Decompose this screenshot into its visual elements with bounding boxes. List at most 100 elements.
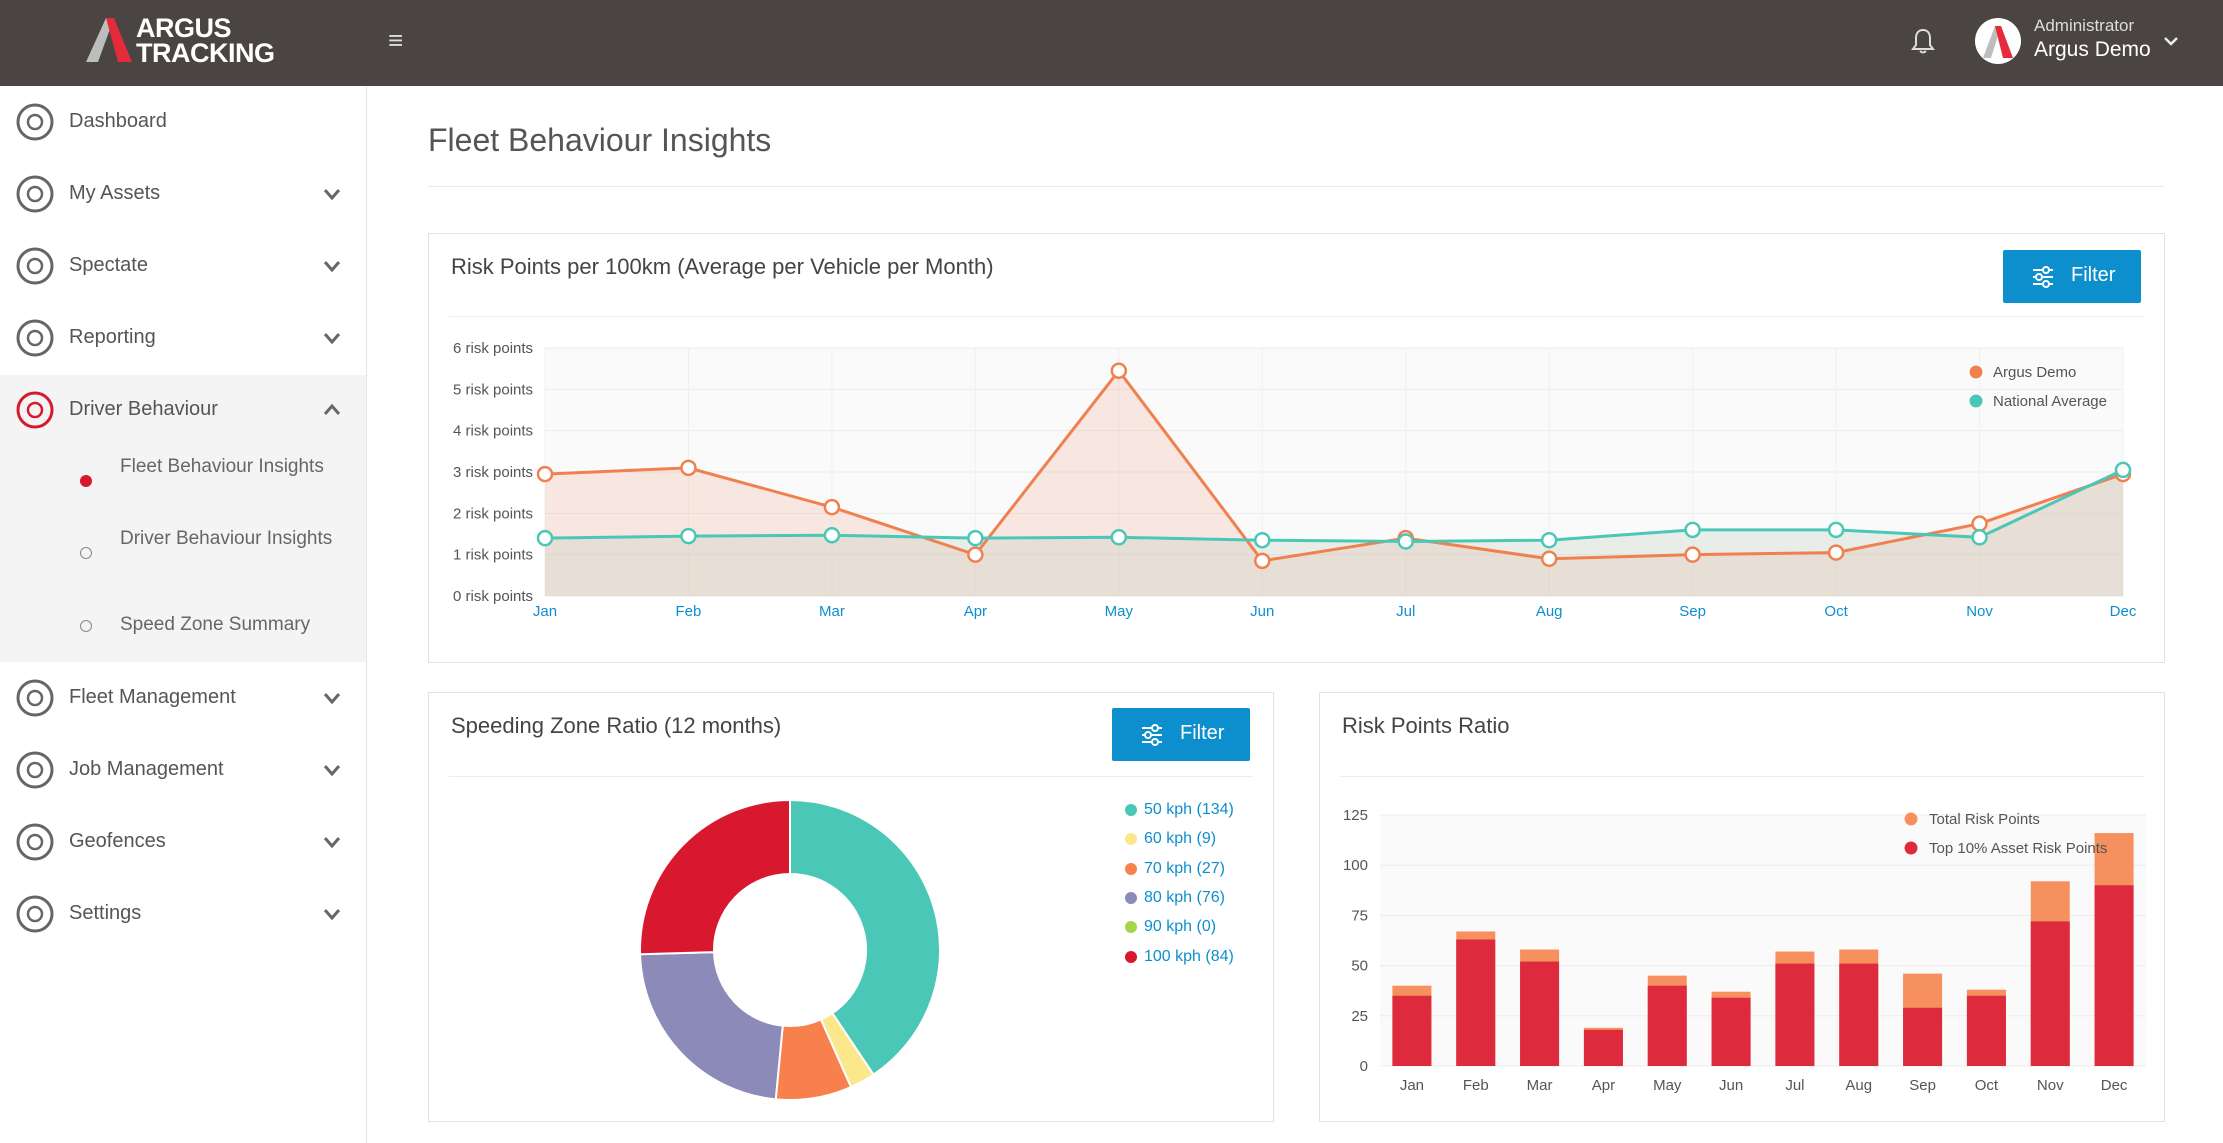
data-point[interactable]: [2114, 461, 2132, 479]
donut-legend-item[interactable]: 70 kph (27): [1124, 860, 1244, 880]
submenu-item-fleet-behaviour-insights[interactable]: Fleet Behaviour Insights: [70, 452, 360, 516]
data-point[interactable]: [823, 498, 841, 516]
data-point[interactable]: [680, 459, 697, 477]
legend-swatch: [1903, 840, 1919, 856]
chevron-down-icon[interactable]: [322, 184, 342, 204]
chevron-down-icon[interactable]: [322, 760, 342, 780]
bar-top10[interactable]: [1839, 963, 1879, 1066]
y-tick-label: 6 risk points: [453, 340, 533, 357]
chevron-down-icon[interactable]: [322, 688, 342, 708]
chevron-down-icon[interactable]: [322, 904, 342, 924]
bar-top10[interactable]: [1456, 939, 1496, 1066]
x-tick-label: Nov: [2037, 1077, 2064, 1094]
x-tick-label: Jan: [533, 603, 557, 620]
sidebar-item-geofences[interactable]: Geofences: [0, 806, 366, 878]
fleet-icon: [16, 679, 54, 717]
legend-label: 50 kph (134): [1144, 801, 1234, 818]
bar-top10[interactable]: [1711, 997, 1751, 1066]
legend-swatch: [1124, 832, 1138, 847]
y-tick-label: 50: [1351, 958, 1368, 975]
data-point[interactable]: [1827, 521, 1845, 539]
data-point[interactable]: [680, 527, 697, 545]
donut-legend-item[interactable]: 100 kph (84): [1124, 948, 1244, 968]
argus-logo-mark: [86, 18, 132, 62]
x-tick-label: Dec: [2110, 603, 2137, 620]
data-point[interactable]: [1540, 550, 1558, 568]
data-point[interactable]: [1254, 531, 1271, 549]
chevron-up-icon[interactable]: [322, 400, 342, 420]
speeding-zone-card: Speeding Zone Ratio (12 months) Filter 5…: [428, 692, 1274, 1122]
x-tick-label: Aug: [1536, 603, 1563, 620]
donut-slice[interactable]: [639, 951, 784, 1101]
donut-legend-item[interactable]: 60 kph (9): [1124, 830, 1244, 850]
briefcase-icon: [16, 751, 54, 789]
risk-points-line-chart: 0 risk points 1 risk points 2 risk points 3…: [453, 340, 2137, 620]
driver-behaviour-submenu: [0, 375, 366, 662]
reporting-icon: [16, 319, 54, 357]
series-area: [545, 469, 2123, 596]
data-point[interactable]: [823, 526, 841, 544]
chevron-down-icon[interactable]: [322, 832, 342, 852]
sidebar-item-driver-behaviour[interactable]: Driver Behaviour: [0, 374, 366, 446]
sidebar-item-spectate[interactable]: Spectate: [0, 230, 366, 302]
bar-top10[interactable]: [2030, 921, 2070, 1066]
bar-top10[interactable]: [2094, 885, 2134, 1066]
x-tick-label: Aug: [1845, 1077, 1872, 1094]
bar-top10[interactable]: [1583, 1029, 1623, 1066]
legend-label: 90 kph (0): [1144, 918, 1217, 936]
bar-top10[interactable]: [1520, 961, 1560, 1066]
risk-points-ratio-bar-chart: 0 25 50 75 100 125 Jan Feb Mar Apr May Jun Jul Aug Sep…: [1343, 807, 2146, 1094]
user-name[interactable]: Argus Demo: [2034, 38, 2151, 61]
legend-swatch: [1903, 811, 1919, 827]
sidebar-item-job-management[interactable]: Job Management: [0, 734, 366, 806]
bar-top10[interactable]: [1966, 995, 2006, 1066]
bar-top10[interactable]: [1647, 985, 1687, 1066]
data-point[interactable]: [967, 529, 984, 547]
data-point[interactable]: [1110, 362, 1128, 379]
sidebar-item-settings[interactable]: Settings: [0, 878, 366, 950]
y-tick-label: 5 risk points: [453, 381, 533, 398]
sidebar-item-my-assets[interactable]: My Assets: [0, 158, 366, 230]
donut-legend-item[interactable]: 50 kph (134): [1124, 801, 1244, 821]
x-tick-label: May: [1105, 603, 1134, 620]
x-tick-label: Oct: [1975, 1077, 1999, 1094]
data-point[interactable]: [1110, 529, 1128, 546]
chevron-down-icon[interactable]: [322, 256, 342, 276]
data-point[interactable]: [1684, 546, 1701, 563]
donut-legend-item[interactable]: 90 kph (0): [1124, 918, 1244, 938]
donut-slice[interactable]: [789, 798, 941, 1077]
data-point[interactable]: [536, 465, 554, 483]
data-point[interactable]: [967, 546, 984, 563]
bell-icon[interactable]: [1910, 26, 1936, 56]
y-tick-label: 4 risk points: [453, 423, 533, 440]
sidebar-item-fleet-management[interactable]: Fleet Management: [0, 662, 366, 734]
argus-logo[interactable]: ARGUS TRACKING: [84, 14, 284, 72]
chevron-down-icon[interactable]: [2160, 30, 2182, 52]
sidebar-item-reporting[interactable]: Reporting: [0, 302, 366, 374]
sidebar-item-dashboard[interactable]: Dashboard: [0, 86, 366, 158]
donut-slice[interactable]: [639, 798, 791, 956]
bar-top10[interactable]: [1392, 995, 1432, 1066]
bar-top10[interactable]: [1775, 963, 1815, 1066]
data-point[interactable]: [536, 529, 554, 547]
data-point[interactable]: [1971, 515, 1988, 532]
data-point[interactable]: [1540, 531, 1558, 549]
hamburger-menu-icon[interactable]: ≡: [388, 25, 404, 55]
dashboard-icon: [16, 103, 54, 141]
risk-points-filter-button[interactable]: Filter: [2003, 250, 2141, 303]
bar-top10[interactable]: [1903, 1007, 1943, 1066]
submenu-item-speed-zone-summary[interactable]: Speed Zone Summary: [70, 610, 360, 674]
x-tick-label: Jun: [1719, 1077, 1743, 1094]
data-point[interactable]: [1827, 544, 1845, 561]
data-point[interactable]: [1971, 529, 1988, 546]
data-point[interactable]: [1254, 552, 1271, 570]
data-point[interactable]: [1397, 533, 1414, 550]
avatar[interactable]: [1975, 18, 2021, 64]
y-tick-label: 3 risk points: [453, 464, 533, 481]
x-tick-label: Nov: [1966, 603, 1993, 620]
speeding-zone-filter-button[interactable]: Filter: [1112, 708, 1250, 761]
chevron-down-icon[interactable]: [322, 328, 342, 348]
data-point[interactable]: [1684, 521, 1701, 539]
submenu-item-driver-behaviour-insights[interactable]: Driver Behaviour Insights: [70, 524, 360, 588]
donut-legend-item[interactable]: 80 kph (76): [1124, 889, 1244, 909]
